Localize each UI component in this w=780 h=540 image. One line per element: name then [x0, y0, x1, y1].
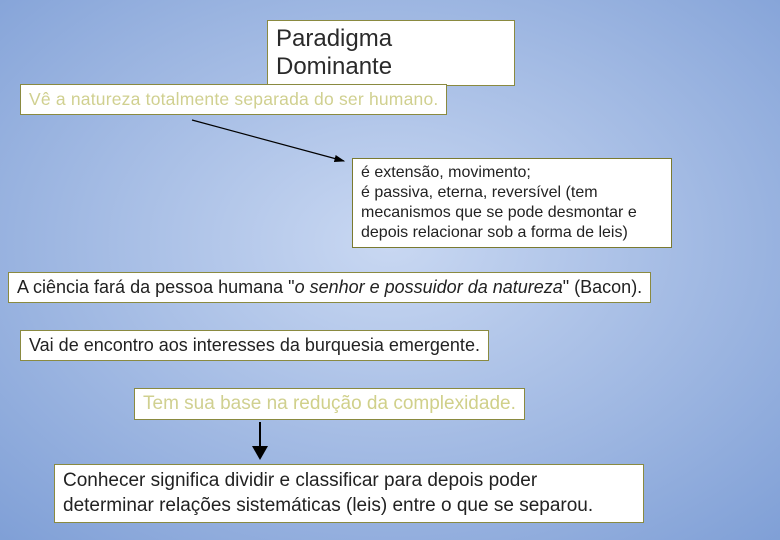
- arrow-down: [248, 420, 272, 464]
- arrow-diagonal: [0, 0, 780, 540]
